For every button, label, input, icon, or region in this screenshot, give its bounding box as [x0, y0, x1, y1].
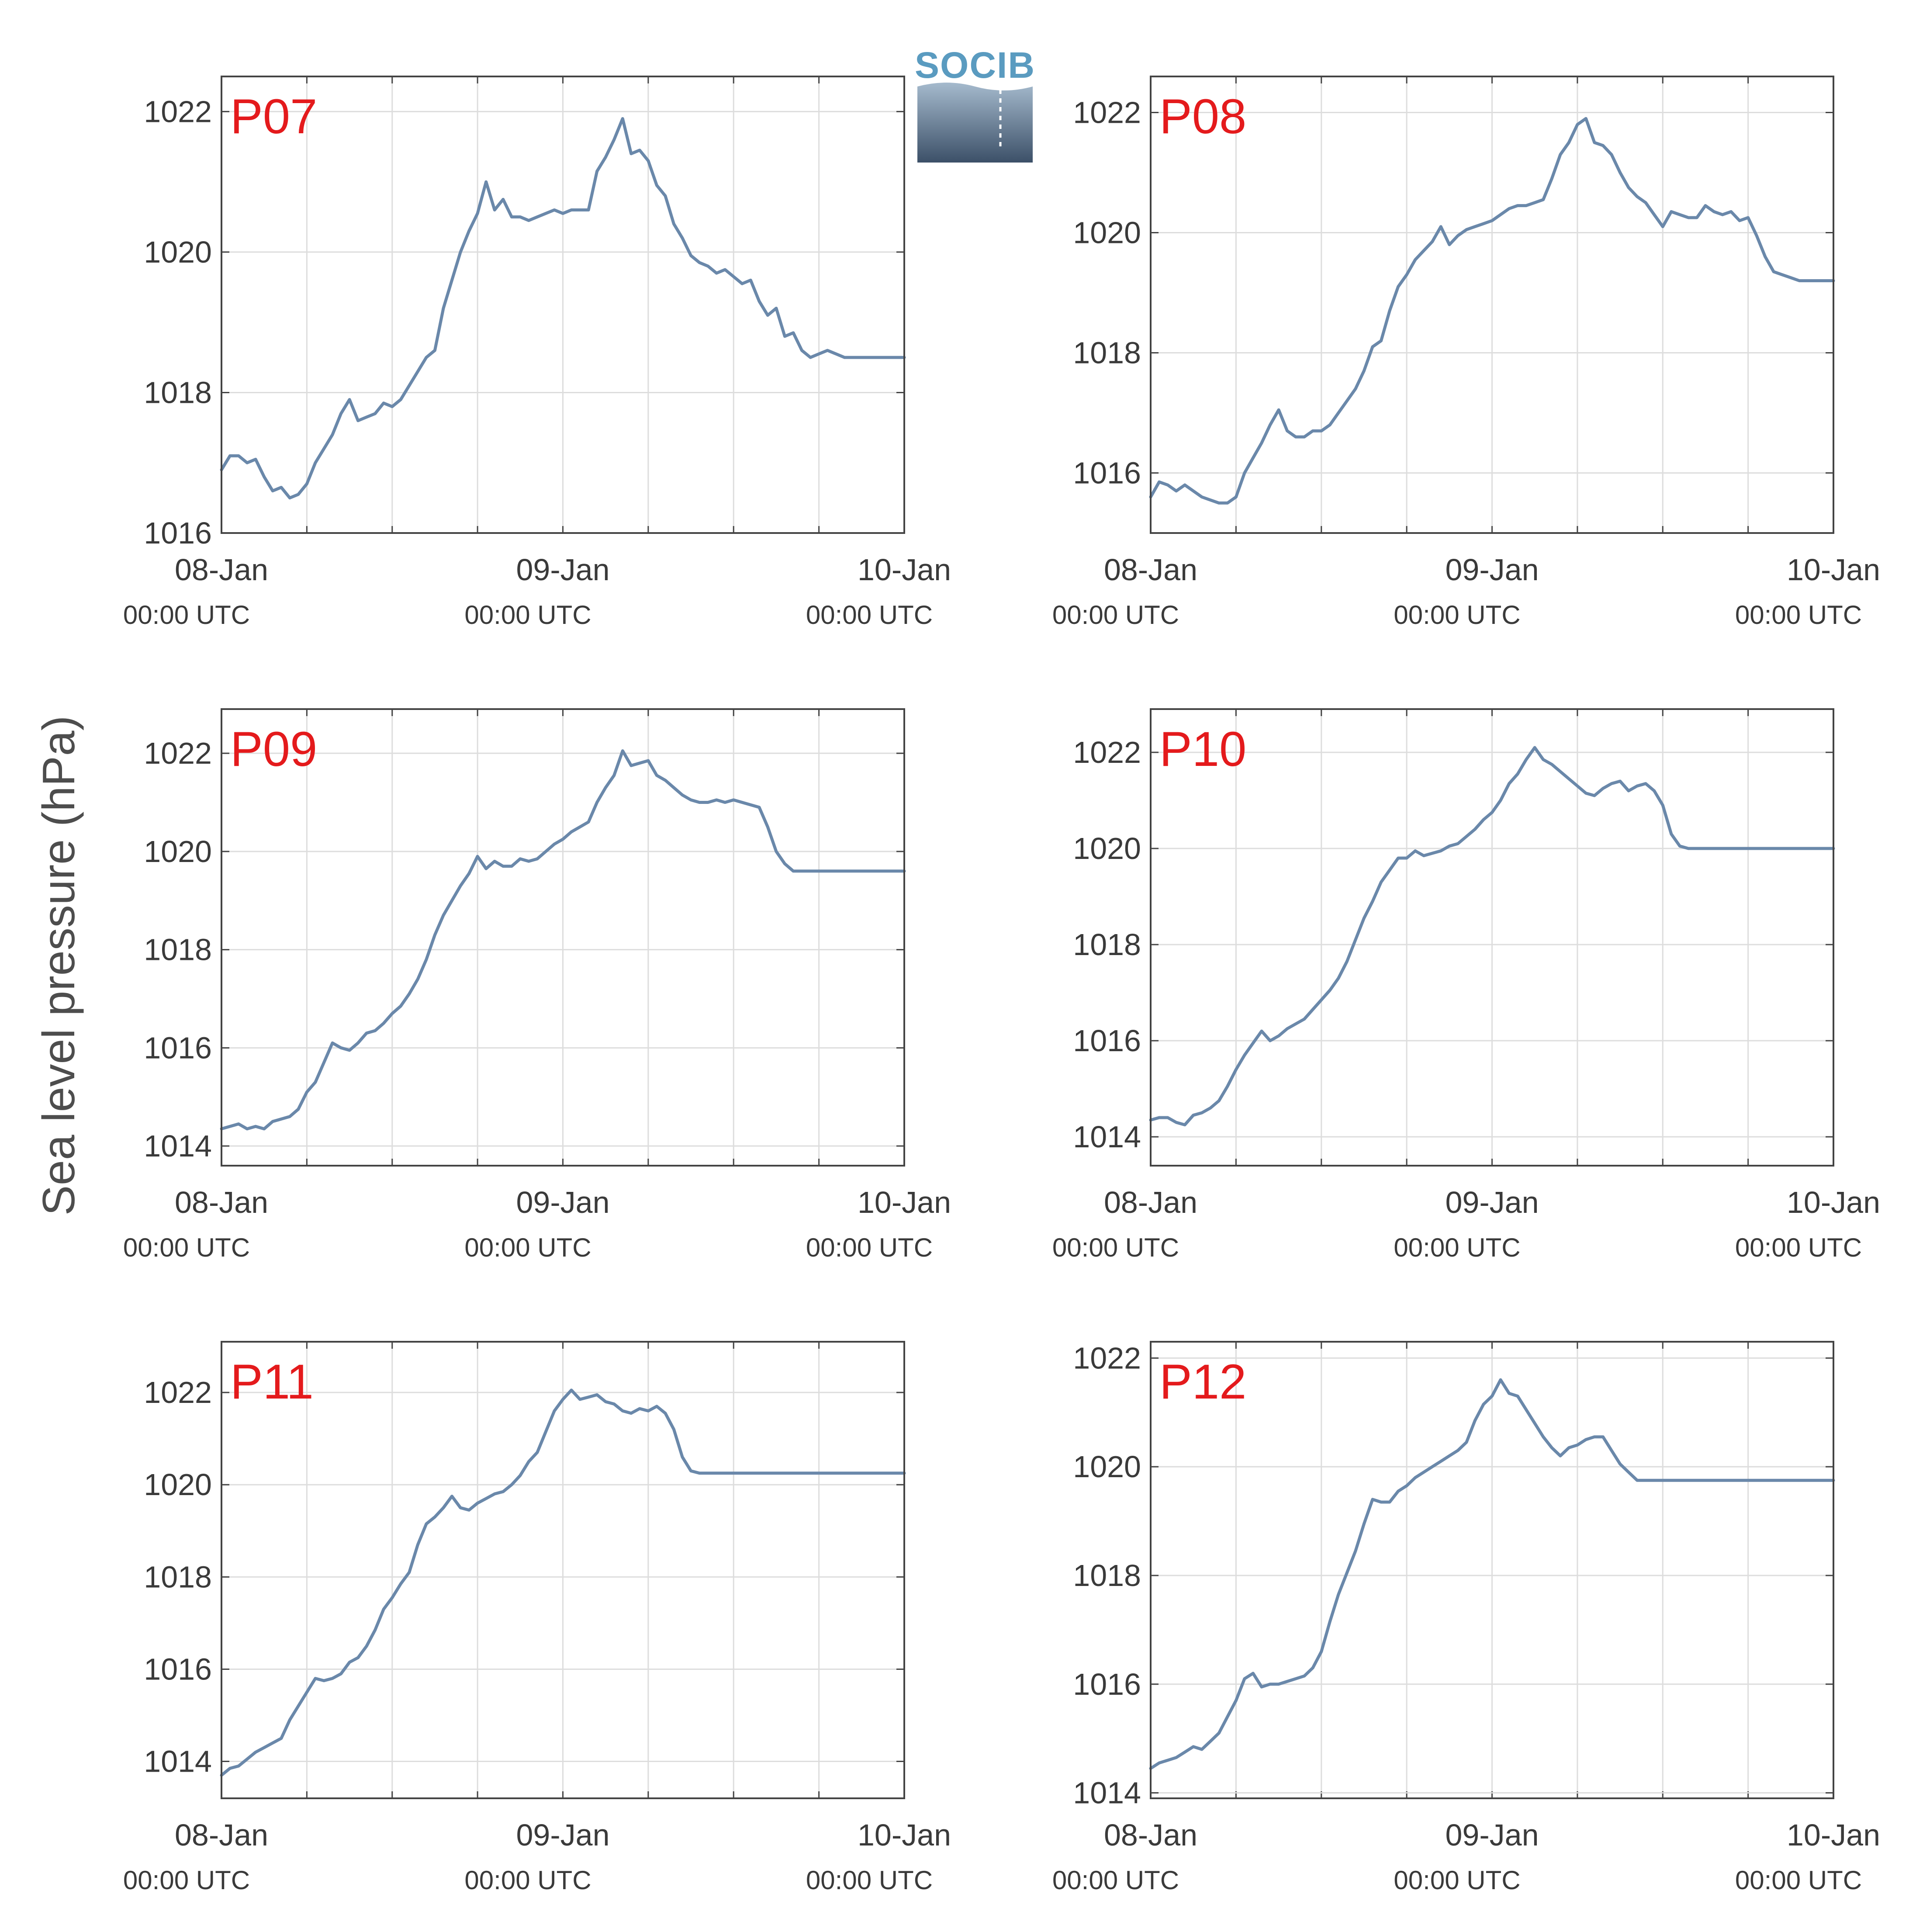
panel-p11: 1014 1016 1018 1020 1022 08-Jan 00:00 UTC 09-Ja… — [123, 1341, 951, 1895]
y-tick-label: 1016 — [1073, 456, 1141, 490]
panel-p09: 1014 1016 1018 1020 1022 08-Jan 00:00 UTC 09-Ja… — [123, 708, 951, 1262]
y-tick-label: 1018 — [144, 933, 212, 967]
pressure-line-p09 — [220, 749, 906, 1131]
logo-text: SOCIB — [915, 45, 1035, 86]
pressure-line-p12 — [1149, 1378, 1835, 1770]
x-tick-time-label: 00:00 UTC — [1052, 1233, 1179, 1262]
panel-label: P12 — [1159, 1354, 1246, 1409]
x-tick-time-label: 00:00 UTC — [1735, 1866, 1862, 1895]
y-tick-label: 1022 — [144, 736, 212, 770]
panel-label: P09 — [230, 722, 317, 776]
x-tick-date-label: 08-Jan — [175, 553, 268, 587]
x-tick-time-label: 00:00 UTC — [806, 1866, 933, 1895]
x-tick-date-label: 10-Jan — [1787, 1818, 1880, 1852]
pressure-line-p08 — [1149, 117, 1835, 505]
panel-label: P08 — [1159, 89, 1246, 144]
y-tick-label: 1020 — [144, 834, 212, 869]
x-tick-time-label: 00:00 UTC — [464, 600, 591, 630]
x-tick-date-label: 10-Jan — [858, 553, 951, 587]
x-tick-date-label: 08-Jan — [175, 1185, 268, 1219]
y-tick-label: 1016 — [144, 1652, 212, 1686]
y-tick-label: 1022 — [1073, 735, 1141, 769]
y-tick-label: 1014 — [144, 1129, 212, 1163]
y-tick-label: 1018 — [1073, 336, 1141, 370]
y-axis-label: Sea level pressure (hPa) — [34, 716, 84, 1216]
x-tick-time-label: 00:00 UTC — [1735, 600, 1862, 630]
x-tick-date-label: 08-Jan — [175, 1818, 268, 1852]
x-tick-time-label: 00:00 UTC — [1394, 600, 1520, 630]
y-tick-label: 1020 — [144, 235, 212, 269]
x-tick-date-label: 09-Jan — [1445, 553, 1539, 587]
y-tick-label: 1016 — [144, 516, 212, 550]
x-tick-time-label: 00:00 UTC — [1394, 1233, 1520, 1262]
x-tick-date-label: 09-Jan — [516, 553, 609, 587]
y-tick-label: 1018 — [1073, 1558, 1141, 1593]
axes-frame — [221, 76, 905, 534]
axes-frame — [221, 1341, 905, 1799]
x-tick-date-label: 10-Jan — [1787, 553, 1880, 587]
x-tick-date-label: 10-Jan — [858, 1818, 951, 1852]
y-tick-label: 1022 — [144, 1375, 212, 1409]
y-tick-label: 1022 — [1073, 1341, 1141, 1375]
y-tick-label: 1018 — [144, 375, 212, 409]
y-tick-label: 1020 — [1073, 1450, 1141, 1484]
x-tick-time-label: 00:00 UTC — [123, 1866, 250, 1895]
x-tick-date-label: 08-Jan — [1104, 1818, 1197, 1852]
panel-p12: 1014 1016 1018 1020 1022 08-Jan 00:00 UTC 09-Ja… — [1052, 1341, 1880, 1895]
panel-p07: 1016 1018 1020 1022 08-Jan 00:00 UTC 09-Jan 00:… — [123, 76, 951, 630]
axes-frame — [1150, 1341, 1834, 1799]
pressure-line-p10 — [1149, 746, 1835, 1126]
y-tick-label: 1020 — [144, 1468, 212, 1502]
y-tick-label: 1022 — [144, 94, 212, 128]
x-tick-date-label: 10-Jan — [1787, 1185, 1880, 1219]
x-tick-time-label: 00:00 UTC — [806, 1233, 933, 1262]
panel-label: P07 — [230, 89, 317, 144]
x-tick-date-label: 08-Jan — [1104, 1185, 1197, 1219]
x-tick-time-label: 00:00 UTC — [806, 600, 933, 630]
y-tick-label: 1014 — [1073, 1120, 1141, 1154]
axes-frame — [221, 708, 905, 1167]
logo-wave — [917, 83, 1033, 163]
pressure-line-p07 — [220, 117, 906, 500]
y-tick-label: 1018 — [1073, 928, 1141, 962]
panel-label: P10 — [1159, 722, 1246, 776]
panels: 1016 1018 1020 1022 08-Jan 00:00 UTC 09-Jan 00:… — [123, 76, 1880, 1895]
x-tick-date-label: 09-Jan — [1445, 1185, 1539, 1219]
y-tick-label: 1020 — [1073, 216, 1141, 250]
x-tick-time-label: 00:00 UTC — [123, 1233, 250, 1262]
x-tick-time-label: 00:00 UTC — [464, 1866, 591, 1895]
panel-label: P11 — [230, 1354, 314, 1409]
x-tick-time-label: 00:00 UTC — [123, 600, 250, 630]
y-tick-label: 1014 — [144, 1745, 212, 1779]
x-tick-time-label: 00:00 UTC — [464, 1233, 591, 1262]
x-tick-time-label: 00:00 UTC — [1052, 1866, 1179, 1895]
x-tick-date-label: 08-Jan — [1104, 553, 1197, 587]
y-tick-label: 1016 — [1073, 1667, 1141, 1701]
y-tick-label: 1020 — [1073, 831, 1141, 866]
x-tick-time-label: 00:00 UTC — [1052, 600, 1179, 630]
axes-frame — [1150, 76, 1834, 534]
y-tick-label: 1022 — [1073, 96, 1141, 130]
x-tick-date-label: 09-Jan — [516, 1185, 609, 1219]
y-tick-label: 1014 — [1073, 1776, 1141, 1810]
x-tick-date-label: 09-Jan — [516, 1818, 609, 1852]
y-tick-label: 1016 — [1073, 1024, 1141, 1058]
axes-frame — [1150, 708, 1834, 1167]
x-tick-date-label: 10-Jan — [858, 1185, 951, 1219]
pressure-line-p11 — [220, 1388, 906, 1777]
x-tick-date-label: 09-Jan — [1445, 1818, 1539, 1852]
panel-p08: 1016 1018 1020 1022 08-Jan 00:00 UTC 09-Jan 00:… — [1052, 76, 1880, 630]
x-tick-time-label: 00:00 UTC — [1394, 1866, 1520, 1895]
x-tick-time-label: 00:00 UTC — [1735, 1233, 1862, 1262]
y-tick-label: 1016 — [144, 1031, 212, 1065]
panel-p10: 1014 1016 1018 1020 1022 08-Jan 00:00 UTC 09-Ja… — [1052, 708, 1880, 1262]
y-tick-label: 1018 — [144, 1560, 212, 1594]
socib-logo: SOCIB — [915, 45, 1035, 163]
